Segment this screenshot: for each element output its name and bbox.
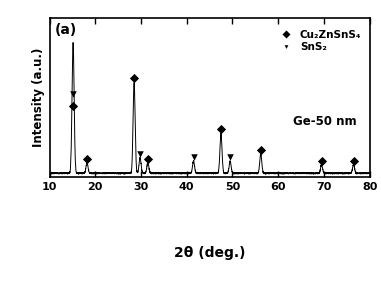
Point: [84, 156, 90, 161]
Point: [70, 92, 76, 97]
Point: [258, 148, 264, 152]
Legend: Cu₂ZnSnS₄, SnS₂: Cu₂ZnSnS₄, SnS₂: [273, 27, 364, 56]
Text: (a): (a): [54, 23, 77, 37]
Text: 2θ (deg.): 2θ (deg.): [174, 246, 245, 260]
Point: [145, 156, 151, 161]
Point: [319, 158, 325, 163]
Point: [131, 76, 137, 81]
Point: [218, 127, 224, 132]
Point: [137, 151, 143, 156]
Point: [351, 158, 357, 163]
Text: Ge-50 nm: Ge-50 nm: [293, 115, 357, 128]
Point: [227, 155, 233, 160]
Point: [190, 155, 197, 160]
Y-axis label: Intensity (a.u.): Intensity (a.u.): [32, 48, 45, 147]
Point: [70, 103, 76, 108]
